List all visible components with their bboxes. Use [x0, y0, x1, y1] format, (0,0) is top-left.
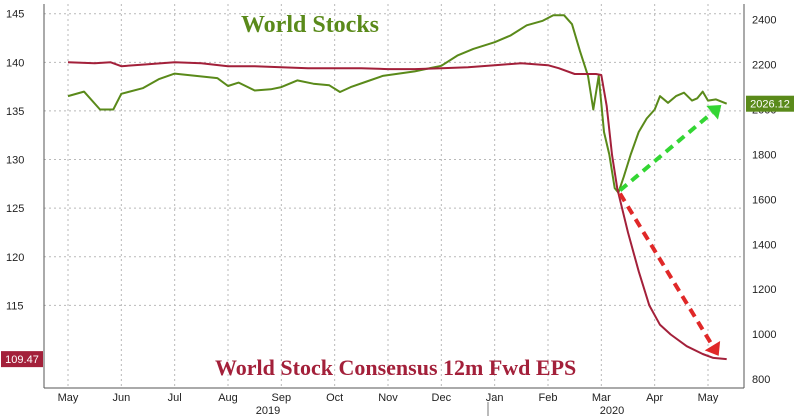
x-tick-label: Sep — [272, 392, 292, 404]
world-stocks-last-box — [746, 95, 794, 112]
left-tick-label: 125 — [6, 203, 24, 215]
axes: 115 120 125 130 135 140 145 800 1000 1200 1400 1600… — [6, 4, 776, 417]
left-tick-label: 120 — [6, 252, 24, 264]
x-tick-label: Nov — [378, 392, 398, 404]
x-tick-label: Mar — [592, 392, 611, 404]
series-title-consensus-eps: World Stock Consensus 12m Fwd EPS — [215, 355, 576, 380]
x-tick-label: Jan — [486, 392, 504, 404]
chart-labels: World Stocks World Stock Consensus 12m F… — [1, 12, 794, 380]
red-trend-arrow — [618, 192, 715, 347]
x-tick-label: Jun — [112, 392, 130, 404]
world-stocks-line — [67, 14, 728, 194]
x-tick-label: Oct — [326, 392, 343, 404]
right-tick-label: 1000 — [752, 329, 776, 341]
consensus-eps-line — [67, 61, 727, 361]
right-tick-label: 1800 — [752, 149, 776, 161]
x-tick-label: May — [58, 392, 79, 404]
year-label-2020: 2020 — [600, 405, 624, 417]
left-tick-label: 115 — [6, 300, 24, 312]
x-tick-label: Apr — [646, 392, 663, 404]
year-label-2019: 2019 — [256, 405, 280, 417]
right-tick-label: 1600 — [752, 194, 776, 206]
x-tick-label: May — [698, 392, 719, 404]
right-tick-label: 1400 — [752, 239, 776, 251]
x-tick-label: Aug — [218, 392, 238, 404]
world-stocks-last-value: 2026.12 — [750, 99, 790, 111]
series-lines — [67, 14, 728, 361]
green-trend-arrow — [618, 111, 714, 192]
left-tick-label: 135 — [6, 106, 24, 118]
eps-last-value: 109.47 — [5, 354, 39, 366]
gridlines — [44, 4, 744, 388]
left-tick-label: 140 — [6, 57, 24, 69]
left-tick-label: 145 — [6, 9, 24, 21]
x-tick-label: Feb — [539, 392, 558, 404]
x-tick-label: Jul — [168, 392, 182, 404]
right-tick-label: 1200 — [752, 284, 776, 296]
green-arrowhead — [706, 105, 722, 120]
eps-last-box — [1, 351, 43, 368]
series-title-world-stocks: World Stocks — [241, 12, 379, 38]
left-tick-label: 130 — [6, 155, 24, 167]
right-tick-label: 2200 — [752, 60, 776, 72]
x-tick-label: Dec — [432, 392, 452, 404]
right-tick-label: 2400 — [752, 15, 776, 27]
red-arrowhead — [704, 340, 721, 356]
right-tick-label: 800 — [752, 374, 770, 386]
trend-arrows — [618, 105, 722, 356]
